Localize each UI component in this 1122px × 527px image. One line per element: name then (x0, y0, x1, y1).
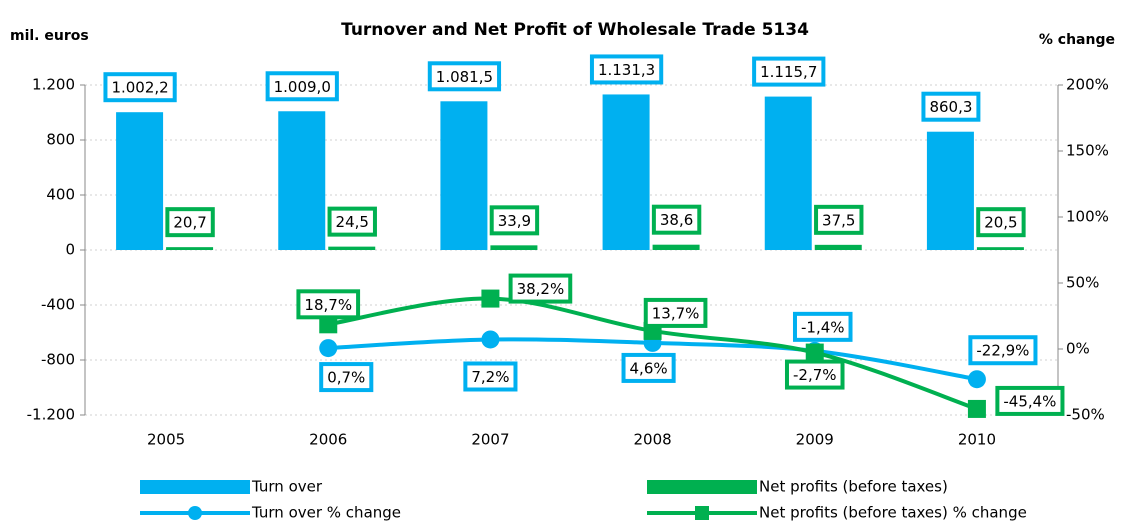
bar (602, 94, 650, 250)
bar (926, 131, 974, 250)
marker (481, 289, 500, 308)
bar (278, 111, 326, 250)
y2-tick-label: -50% (1066, 406, 1105, 424)
x-tick-label: 2007 (471, 431, 509, 449)
data-label: 38,6 (660, 211, 693, 229)
data-label-box (165, 207, 215, 238)
data-label-box (296, 289, 361, 320)
data-label-box (643, 297, 708, 328)
data-label-box (427, 61, 502, 92)
data-label-box (463, 361, 518, 392)
data-label-box (814, 204, 864, 235)
data-label-box (265, 71, 339, 102)
chart-title: Turnover and Net Profit of Wholesale Tra… (341, 20, 809, 40)
data-label-box (621, 352, 676, 383)
bar (116, 112, 164, 250)
data-label-box (651, 204, 702, 235)
y-tick-label: 1.200 (32, 76, 75, 94)
legend-marker (188, 506, 202, 520)
legend-swatch (647, 480, 757, 494)
marker (319, 339, 338, 358)
y-tick-label: 400 (46, 186, 75, 204)
y2-tick-label: 100% (1066, 208, 1109, 226)
data-label-box (327, 206, 377, 237)
legend-label: Turn over (251, 478, 323, 496)
data-label: -22,9% (976, 342, 1029, 360)
bar (166, 247, 214, 250)
legend-label: Turn over % change (251, 504, 401, 522)
bar (814, 244, 862, 250)
marker (967, 399, 986, 418)
data-label: 860,3 (929, 98, 972, 116)
data-label: 1.115,7 (760, 63, 817, 81)
data-label-box (968, 335, 1038, 366)
y-tick-label: -800 (41, 351, 75, 369)
x-tick-label: 2010 (958, 431, 996, 449)
data-label-box (319, 362, 374, 393)
data-label-box (792, 311, 853, 342)
data-label-box (489, 205, 540, 236)
marker (805, 343, 824, 362)
data-label: 24,5 (336, 213, 369, 231)
data-label: 1.131,3 (598, 61, 655, 79)
marker (319, 315, 338, 334)
data-label: 20,7 (173, 214, 206, 232)
data-label: 7,2% (471, 368, 509, 386)
bar (490, 245, 538, 250)
data-label-box (784, 359, 845, 390)
data-label-box (976, 207, 1026, 238)
x-tick-label: 2009 (796, 431, 834, 449)
data-label: -2,7% (793, 366, 837, 384)
data-label: 18,7% (304, 296, 352, 314)
data-label: 37,5 (822, 211, 855, 229)
data-label-box (589, 54, 664, 85)
bar (976, 247, 1024, 250)
y-tick-label: -1.200 (27, 406, 75, 424)
y-axis-label: mil. euros (10, 28, 89, 44)
data-label-box (103, 72, 177, 103)
data-label-box (752, 56, 826, 87)
marker (967, 370, 986, 389)
marker (481, 330, 500, 349)
data-label: 38,2% (517, 280, 565, 298)
x-tick-label: 2005 (147, 431, 185, 449)
data-label: 20,5 (984, 214, 1017, 232)
y-tick-label: 0 (65, 241, 75, 259)
data-label: 4,6% (630, 359, 668, 377)
data-label: 1.009,0 (274, 78, 331, 96)
x-tick-label: 2006 (309, 431, 347, 449)
data-label: -45,4% (1003, 392, 1056, 410)
x-tick-label: 2008 (633, 431, 671, 449)
data-label: 1.081,5 (436, 68, 493, 86)
y-tick-label: -400 (41, 296, 75, 314)
bar (328, 246, 376, 250)
bar (652, 244, 700, 250)
bar (440, 101, 488, 250)
y2-tick-label: 0% (1066, 340, 1090, 358)
data-label: 0,7% (327, 369, 365, 387)
y2-tick-label: 200% (1066, 76, 1109, 94)
legend-label: Net profits (before taxes) (759, 478, 948, 496)
data-label: 13,7% (652, 304, 700, 322)
y2-tick-label: 150% (1066, 142, 1109, 160)
y2-tick-label: 50% (1066, 274, 1099, 292)
legend-swatch (140, 480, 250, 494)
data-label-box (508, 273, 573, 304)
legend-marker (695, 506, 709, 520)
y2-axis-label: % change (1039, 32, 1115, 48)
data-label: 33,9 (498, 212, 531, 230)
data-label-box (921, 91, 981, 122)
legend-label: Net profits (before taxes) % change (759, 504, 1027, 522)
data-label: -1,4% (801, 318, 845, 336)
data-label: 1.002,2 (111, 79, 168, 97)
y-tick-label: 800 (46, 131, 75, 149)
data-label-box (995, 385, 1065, 416)
bar (764, 96, 812, 250)
